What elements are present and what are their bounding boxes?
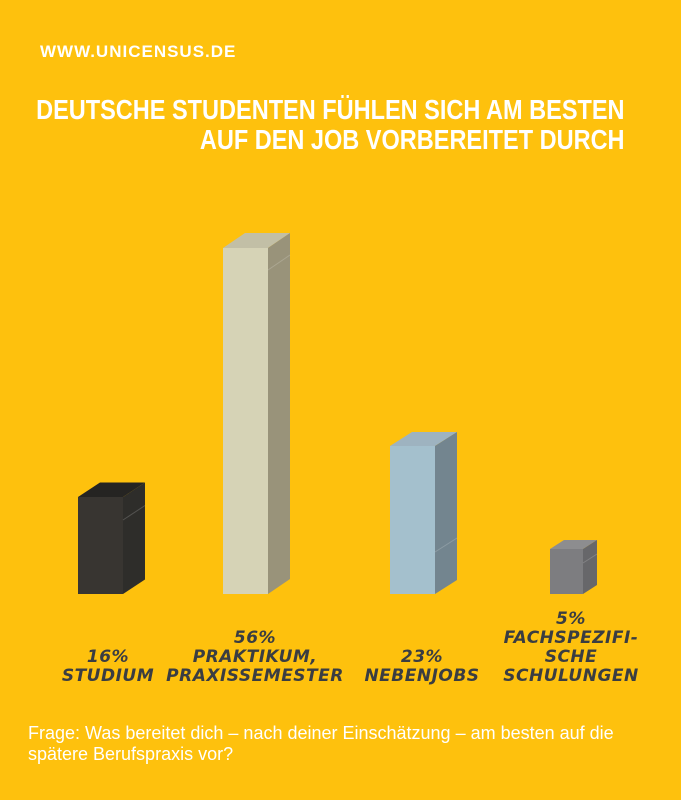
bar-label-line: SCHE bbox=[544, 647, 598, 667]
bar-label-schulungen: 5% FACHSPEZIFI- SCHE SCHULUNGEN bbox=[503, 610, 638, 686]
bar-label-studium: 16% STUDIUM bbox=[62, 648, 154, 686]
bar-studium bbox=[78, 482, 146, 594]
bar-side-face bbox=[583, 540, 597, 594]
bar-side-seam bbox=[434, 537, 458, 553]
bar-side-face bbox=[268, 233, 290, 594]
site-url: WWW.UNICENSUS.DE bbox=[40, 42, 237, 61]
bar-schulungen bbox=[550, 540, 598, 594]
bar-label-line: NEBENJOBS bbox=[364, 666, 480, 686]
bar-top-face bbox=[390, 432, 457, 446]
bar-label-line: 23% bbox=[400, 647, 444, 667]
bar-label-line: STUDIUM bbox=[61, 666, 155, 686]
bar-side-face bbox=[435, 432, 457, 594]
chart-title-line-2: AUF DEN JOB VORBEREITET DURCH bbox=[200, 124, 625, 155]
bar-nebenjobs bbox=[390, 432, 458, 594]
bar-praktikum bbox=[223, 233, 291, 594]
bar-top-face bbox=[78, 482, 145, 497]
bar-label-nebenjobs: 23% NEBENJOBS bbox=[364, 648, 479, 686]
chart-title: DEUTSCHE STUDENTEN FÜHLEN SICH AM BESTEN… bbox=[37, 95, 625, 155]
survey-question: Frage: Was bereitet dich – nach deiner E… bbox=[28, 723, 614, 764]
bar-top-face bbox=[223, 233, 290, 248]
bar-top-face bbox=[550, 540, 597, 549]
bar-side-face bbox=[123, 482, 145, 594]
bar-label-line: 16% bbox=[86, 647, 130, 667]
bar-label-line: 5% bbox=[556, 609, 586, 629]
bar-label-line: PRAKTIKUM, bbox=[192, 647, 318, 667]
bar-side-seam bbox=[267, 254, 291, 271]
bar-front-face bbox=[390, 446, 435, 594]
bar-front-face bbox=[550, 549, 583, 594]
bar-front-face bbox=[78, 497, 123, 594]
bar-label-line: SCHULUNGEN bbox=[503, 666, 639, 686]
bar-label-line: PRAXISSEMESTER bbox=[166, 666, 344, 686]
bar-front-face bbox=[223, 248, 268, 594]
bar-side-seam bbox=[122, 505, 146, 521]
chart-title-line-1: DEUTSCHE STUDENTEN FÜHLEN SICH AM BESTEN bbox=[36, 94, 625, 125]
bar-label-praktikum: 56% PRAKTIKUM, PRAXISSEMESTER bbox=[166, 629, 344, 686]
bar-label-line: FACHSPEZIFI- bbox=[503, 628, 639, 648]
bar-side-seam bbox=[582, 553, 598, 564]
bar-label-line: 56% bbox=[233, 628, 277, 648]
